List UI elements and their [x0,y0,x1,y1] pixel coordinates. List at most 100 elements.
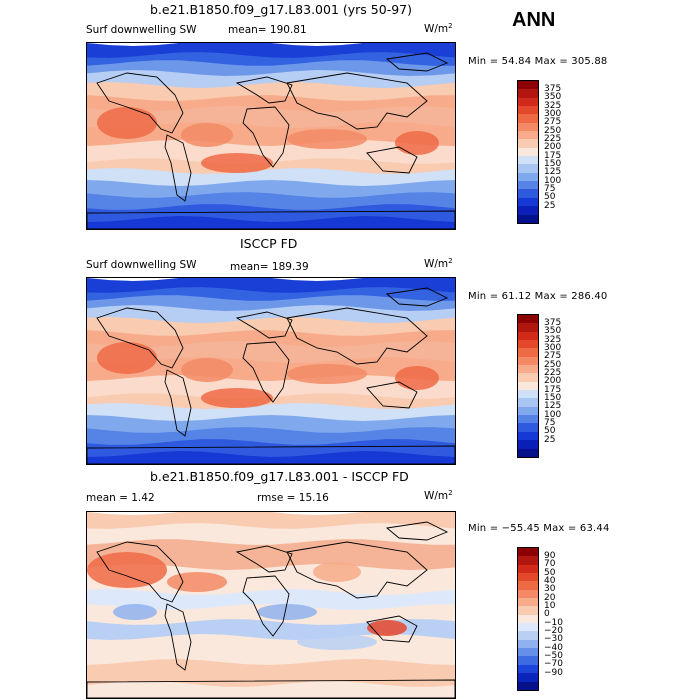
colorbar-boxes [517,80,539,224]
colorbar-swatch [518,164,538,173]
colorbar-swatch [518,581,538,590]
colorbar-label: 125 [544,167,562,178]
panel2-variable-label: Surf downwelling SW [86,259,197,271]
colorbar-label: −50 [544,651,563,662]
colorbar-swatch [518,147,538,157]
colorbar-swatch [518,381,538,391]
colorbar-swatch [518,564,538,574]
colorbar-label: 30 [544,584,556,595]
colorbar-label: 50 [544,567,556,578]
panel3-rmse-label: rmse = 15.16 [257,492,329,504]
colorbar-swatch [518,639,538,649]
colorbar-swatch [518,97,538,107]
colorbar-swatch [518,122,538,132]
colorbar-label: 275 [544,117,562,128]
colorbar-swatch [518,156,538,165]
colorbar-boxes [517,314,539,458]
colorbar-label: −20 [544,626,563,636]
colorbar-swatch [518,598,538,607]
colorbar-label: −70 [544,659,563,670]
colorbar-label: 25 [544,434,556,445]
colorbar-label: 0 [544,609,550,620]
colorbar-swatch [518,373,538,382]
colorbar-label: 350 [544,92,562,103]
colorbar-swatch [518,573,538,582]
colorbar-swatch [518,356,538,366]
colorbar-label: −10 [544,617,563,628]
colorbar-swatch [518,114,538,123]
colorbar-label: 325 [544,334,562,345]
panel2-map [86,277,456,465]
colorbar-swatch [518,623,538,632]
colorbar-label: 250 [544,359,562,370]
colorbar-label: 20 [544,592,556,603]
colorbar-label: 100 [544,175,562,186]
colorbar-swatch [518,197,538,207]
panel2-minmax: Min = 61.12 Max = 286.40 [468,291,608,302]
colorbar-swatch [518,89,538,98]
colorbar-label: 150 [544,393,562,403]
colorbar-label: 10 [544,600,556,611]
colorbar-swatch [518,440,538,449]
colorbar-swatch [518,348,538,357]
colorbar-swatch [518,131,538,140]
colorbar-label: 50 [544,192,556,203]
colorbar-swatch [518,431,538,441]
colorbar-swatch [518,181,538,190]
colorbar-label: 90 [544,550,556,561]
panel2-mean-label: mean= 189.39 [230,261,309,273]
colorbar-swatch [518,631,538,640]
colorbar-label: 300 [544,342,562,353]
colorbar-swatch [518,206,538,215]
colorbar-label: 375 [544,83,562,94]
colorbar-label: 75 [544,184,556,195]
colorbar-label: 125 [544,401,562,412]
colorbar-label: 250 [544,125,562,136]
colorbar-label: 200 [544,376,562,387]
colorbar-swatch [518,106,538,115]
panel1-units: W/m2 [424,22,453,35]
panel1-minmax: Min = 54.84 Max = 305.88 [468,56,608,67]
colorbar-swatch [518,81,538,90]
colorbar-swatch [518,556,538,565]
panel3-minmax: Min = −55.45 Max = 63.44 [468,523,610,534]
colorbar-swatch [518,423,538,432]
colorbar-label: −90 [544,667,563,678]
colorbar-swatch [518,656,538,665]
panel2-contour-field [87,278,455,464]
colorbar-label: −40 [544,642,563,653]
panel3-units: W/m2 [424,489,453,502]
colorbar-swatch [518,214,538,223]
panel1-contour-field [87,43,455,229]
colorbar-label: 275 [544,351,562,362]
colorbar-label: 100 [544,409,562,420]
colorbar-swatch [518,172,538,182]
colorbar-label: 70 [544,559,556,570]
colorbar-swatch [518,681,538,690]
colorbar-label: 25 [544,200,556,211]
colorbar-label: 375 [544,317,562,328]
colorbar-label: 50 [544,426,556,437]
colorbar-swatch [518,406,538,416]
colorbar-label: 225 [544,367,562,378]
colorbar-swatch [518,589,538,599]
colorbar-swatch [518,139,538,148]
panel3-title: b.e21.B1850.f09_g17.L83.001 - ISCCP FD [150,469,409,484]
colorbar-label: 150 [544,159,562,169]
panel2-units: W/m2 [424,257,453,270]
colorbar-label: 40 [544,575,556,586]
colorbar-label: −30 [544,634,563,645]
panel1-title: b.e21.B1850.f09_g17.L83.001 (yrs 50-97) [150,2,412,17]
colorbar-label: 300 [544,108,562,119]
season-label: ANN [512,9,556,31]
colorbar-swatch [518,365,538,374]
colorbar-label: 75 [544,418,556,429]
colorbar-swatch [518,189,538,198]
colorbar-swatch [518,390,538,399]
panel3-contour-field [87,512,455,698]
colorbar-swatch [518,664,538,674]
colorbar-label: 350 [544,326,562,337]
panel1-map [86,42,456,230]
panel3-map [86,511,456,699]
panel2-title: ISCCP FD [240,236,298,251]
